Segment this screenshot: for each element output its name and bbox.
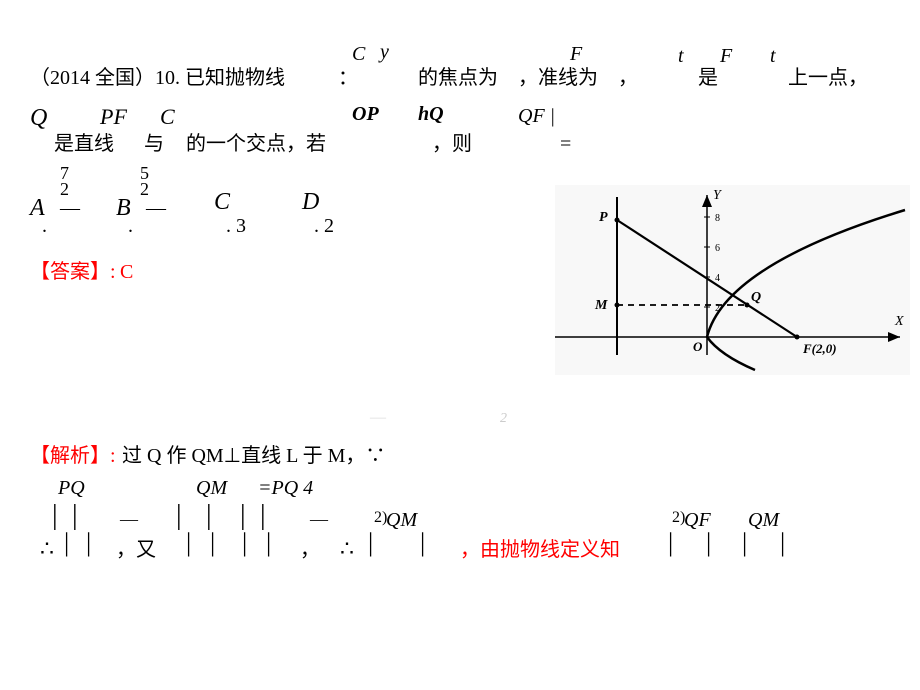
abs-6a: | xyxy=(242,530,247,556)
ytick-4-label: 4 xyxy=(715,273,720,284)
faint-2: 2 xyxy=(500,412,507,426)
abs-7a: | xyxy=(368,530,373,556)
label-X: X xyxy=(894,314,904,329)
choice-B-bot: 2 xyxy=(140,180,149,198)
abs-9a: | xyxy=(742,530,747,556)
sol-PQ: PQ xyxy=(58,478,85,498)
ytick-6-label: 6 xyxy=(715,243,720,254)
comma-1: ， xyxy=(300,540,320,560)
dash-2: — xyxy=(310,510,328,528)
by-def: ，由抛物线定义知 xyxy=(460,540,620,560)
choice-D-dot: . xyxy=(314,216,319,236)
solution-line1: 过 Q 作 QM⊥直线 L 于 M，∵ xyxy=(122,446,385,466)
abs-3a: | xyxy=(240,502,246,530)
abs-8a: | xyxy=(668,530,673,556)
problem-is-line: 是直线 xyxy=(54,134,114,154)
abs-4a: | xyxy=(64,530,69,556)
abs-5a: | xyxy=(186,530,191,556)
point-F xyxy=(795,335,800,340)
choice-A-dot: . xyxy=(42,216,47,236)
sol-QF-num: 2) xyxy=(672,510,685,526)
problem-equals: = xyxy=(560,134,571,154)
faint-1: — xyxy=(370,410,386,426)
therefore-2: ∴ xyxy=(340,538,354,560)
label-Q: Q xyxy=(751,290,761,305)
dash-1: — xyxy=(120,510,138,528)
var-F2: F xyxy=(720,46,732,66)
answer-value: C xyxy=(120,262,133,282)
sol-QM2: QM xyxy=(386,510,417,530)
point-M xyxy=(615,303,620,308)
var-y: y xyxy=(380,42,389,62)
sol-QF: QF xyxy=(684,510,711,530)
abs-4b: | xyxy=(86,530,91,556)
var-C2: C xyxy=(160,106,175,128)
label-M: M xyxy=(594,298,608,313)
comma-you: ，又 xyxy=(116,540,156,560)
abs-2a: | xyxy=(176,502,182,530)
point-P xyxy=(615,218,620,223)
choice-A-bar: — xyxy=(60,198,80,218)
abs-2b: | xyxy=(206,502,212,530)
choice-C: C xyxy=(214,190,230,214)
abs-8b: | xyxy=(706,530,711,556)
diagram-svg: 2 4 6 8 X Y O P M Q F(2,0) xyxy=(555,185,910,375)
answer-label: 【答案】: xyxy=(30,262,116,282)
problem-is-on: 是 xyxy=(698,68,718,88)
problem-source: （2014 全国）10. 已知抛物线 xyxy=(30,68,285,88)
sol-QM1: QM xyxy=(196,478,227,498)
problem-directrix: ，准线为 xyxy=(518,68,598,88)
choice-B-dot: . xyxy=(128,216,133,236)
problem-intersection: 的一个交点，若 xyxy=(186,134,326,154)
choice-A-bot: 2 xyxy=(60,180,69,198)
abs-1a: | xyxy=(52,502,58,530)
var-t1: t xyxy=(678,46,684,66)
var-QF-abs: QF | xyxy=(518,106,555,126)
label-O: O xyxy=(693,339,703,354)
solution-label: 【解析】: xyxy=(30,446,116,466)
var-PF: PF xyxy=(100,106,127,128)
abs-5b: | xyxy=(210,530,215,556)
var-t2: t xyxy=(770,46,776,66)
var-Q: Q xyxy=(30,106,47,130)
ytick-8-label: 8 xyxy=(715,213,720,224)
var-hQ: hQ xyxy=(418,104,444,124)
choice-C-dot: . xyxy=(226,216,231,236)
choice-C-val: 3 xyxy=(236,216,246,236)
var-OP: OP xyxy=(352,104,379,124)
diagram-bg xyxy=(555,185,910,375)
abs-9b: | xyxy=(780,530,785,556)
page-root: { "problem": { "source_prefix": "（2014 全… xyxy=(0,0,920,690)
choice-B-bar: — xyxy=(146,198,166,218)
abs-7b: | xyxy=(420,530,425,556)
problem-point-on: 上一点， xyxy=(788,68,868,88)
sol-QM3: QM xyxy=(748,510,779,530)
problem-then: ，则 xyxy=(432,134,472,154)
problem-comma1: ， xyxy=(618,68,638,88)
choice-D: D xyxy=(302,190,319,214)
var-C: C xyxy=(352,44,365,64)
problem-colon: ： xyxy=(338,68,358,88)
diagram: 2 4 6 8 X Y O P M Q F(2,0) xyxy=(555,185,910,375)
abs-3b: | xyxy=(260,502,266,530)
abs-6b: | xyxy=(266,530,271,556)
var-F: F xyxy=(570,44,582,64)
problem-with: 与 xyxy=(144,134,164,154)
problem-focus: 的焦点为 xyxy=(418,68,498,88)
choice-D-val: 2 xyxy=(324,216,334,236)
sol-eqPQ4: =PQ 4 xyxy=(258,478,313,498)
sol-QM2-num: 2) xyxy=(374,510,387,526)
abs-1b: | xyxy=(72,502,78,530)
label-F: F(2,0) xyxy=(802,341,837,356)
label-P: P xyxy=(599,210,608,225)
therefore-1: ∴ xyxy=(40,538,54,560)
